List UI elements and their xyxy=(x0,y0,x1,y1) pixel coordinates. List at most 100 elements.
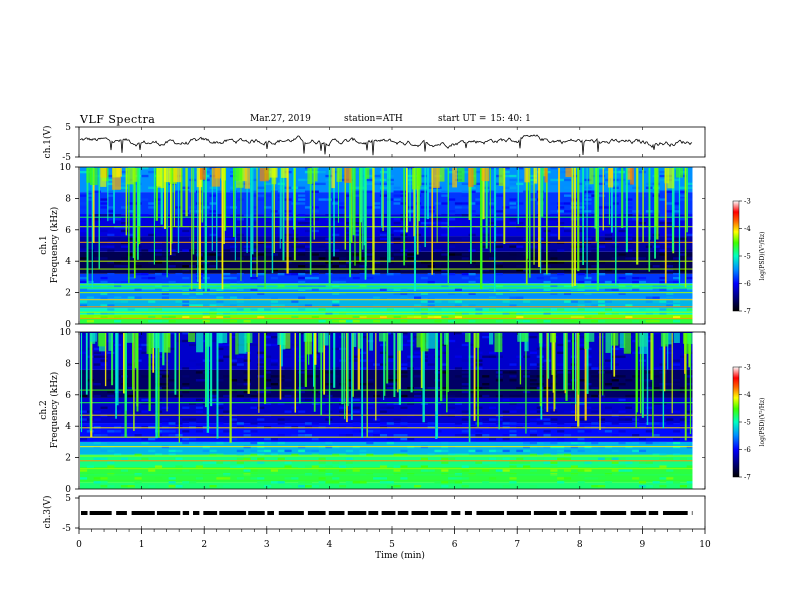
spectral-speckle xyxy=(148,206,156,209)
spectral-speckle xyxy=(550,218,558,221)
sferic-spike xyxy=(436,168,438,243)
spectral-speckle xyxy=(366,178,374,182)
spectral-speckle xyxy=(284,351,292,354)
spectral-speckle xyxy=(625,469,633,472)
upper-band-patch xyxy=(521,333,529,342)
spectral-speckle xyxy=(182,276,190,280)
spectral-speckle xyxy=(284,379,292,382)
spectral-speckle xyxy=(250,249,258,252)
spectral-speckle xyxy=(359,257,367,260)
spectral-speckle xyxy=(482,280,490,284)
sferic-spike xyxy=(223,168,225,244)
spectral-speckle xyxy=(148,261,156,264)
spectral-speckle xyxy=(379,477,388,480)
spectral-speckle xyxy=(598,461,606,464)
spectral-speckle xyxy=(366,406,374,409)
spectral-speckle xyxy=(557,343,565,347)
spectral-speckle xyxy=(120,186,129,189)
spectral-speckle xyxy=(679,269,687,272)
spectral-speckle xyxy=(332,257,340,260)
spectral-speckle xyxy=(529,453,538,457)
spectral-speckle xyxy=(509,218,517,221)
spectral-speckle xyxy=(298,276,306,280)
spectral-speckle xyxy=(523,320,531,323)
spectral-speckle xyxy=(638,481,647,484)
spectral-speckle xyxy=(250,245,258,248)
spectral-speckle xyxy=(80,288,88,292)
spectral-speckle xyxy=(134,288,142,292)
spectral-speckle xyxy=(195,441,203,445)
colorbar-tick-label: -7 xyxy=(744,474,751,482)
spectral-speckle xyxy=(591,320,599,323)
spectral-speckle xyxy=(420,276,428,280)
spectral-speckle xyxy=(584,437,592,441)
spectral-speckle xyxy=(400,449,408,453)
spectral-speckle xyxy=(468,418,476,421)
spectral-speckle xyxy=(652,233,660,237)
spectral-speckle xyxy=(366,167,374,170)
spectral-speckle xyxy=(509,394,517,398)
sferic-spike xyxy=(155,168,158,221)
spectral-speckle xyxy=(264,214,272,217)
spectral-speckle xyxy=(270,343,278,347)
spectral-speckle xyxy=(591,265,599,268)
spectral-speckle xyxy=(223,249,231,252)
start-time-caption: start UT = xyxy=(438,114,487,124)
spectral-speckle xyxy=(257,272,265,276)
spectral-speckle xyxy=(495,265,503,268)
spectral-speckle xyxy=(107,194,115,197)
spectral-speckle xyxy=(93,218,101,221)
spectral-speckle xyxy=(523,441,531,445)
spectral-speckle xyxy=(563,441,572,445)
spectral-speckle xyxy=(468,233,476,237)
spectral-speckle xyxy=(366,359,374,362)
spectral-speckle xyxy=(304,485,313,488)
ch3-signal-segment xyxy=(347,511,367,515)
spectral-speckle xyxy=(441,221,449,225)
spectral-speckle xyxy=(577,272,585,276)
sferic-spike xyxy=(280,168,282,239)
spectral-speckle xyxy=(550,469,558,472)
spectral-speckle xyxy=(107,261,115,264)
spectral-speckle xyxy=(488,461,497,464)
spectral-speckle xyxy=(652,245,660,248)
spectral-speckle xyxy=(352,469,360,472)
spectral-speckle xyxy=(182,249,190,252)
spectral-speckle xyxy=(175,469,183,472)
spectral-speckle xyxy=(441,402,449,406)
spectral-speckle xyxy=(168,253,176,256)
sferic-spike xyxy=(328,168,331,287)
spectral-speckle xyxy=(216,398,224,402)
spectral-speckle xyxy=(543,461,551,464)
spectral-speckle xyxy=(577,245,585,248)
spectral-speckle xyxy=(645,296,653,299)
spectral-speckle xyxy=(441,202,449,205)
spectral-speckle xyxy=(625,394,633,398)
spectral-speckle xyxy=(141,272,149,276)
spectral-speckle xyxy=(509,375,517,378)
spectral-speckle xyxy=(482,418,490,421)
spectral-band xyxy=(80,273,694,284)
spectral-speckle xyxy=(557,477,565,480)
spectral-speckle xyxy=(80,218,88,221)
spectral-speckle xyxy=(168,449,176,453)
spectral-speckle xyxy=(679,186,687,189)
sferic-spike xyxy=(388,168,391,263)
upper-band-patch xyxy=(397,333,403,351)
spectral-speckle xyxy=(154,453,163,457)
spectral-speckle xyxy=(400,296,408,299)
spectral-speckle xyxy=(120,457,129,460)
spectral-speckle xyxy=(304,245,313,248)
spectral-speckle xyxy=(598,304,606,307)
ch3-signal-segment xyxy=(691,511,693,515)
spectral-speckle xyxy=(229,276,238,280)
sferic-spike xyxy=(204,333,207,408)
spectral-speckle xyxy=(175,457,183,460)
upper-band-patch xyxy=(259,168,269,182)
spectral-speckle xyxy=(168,332,176,335)
spectral-speckle xyxy=(366,182,374,186)
spectral-speckle xyxy=(339,261,347,264)
spectral-speckle xyxy=(570,320,578,323)
sferic-spike xyxy=(221,168,223,268)
spectral-speckle xyxy=(414,402,422,406)
